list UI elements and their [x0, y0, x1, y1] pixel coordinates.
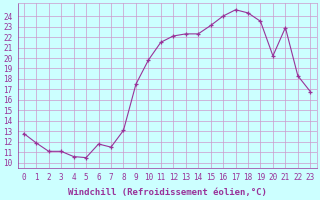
- X-axis label: Windchill (Refroidissement éolien,°C): Windchill (Refroidissement éolien,°C): [68, 188, 267, 197]
